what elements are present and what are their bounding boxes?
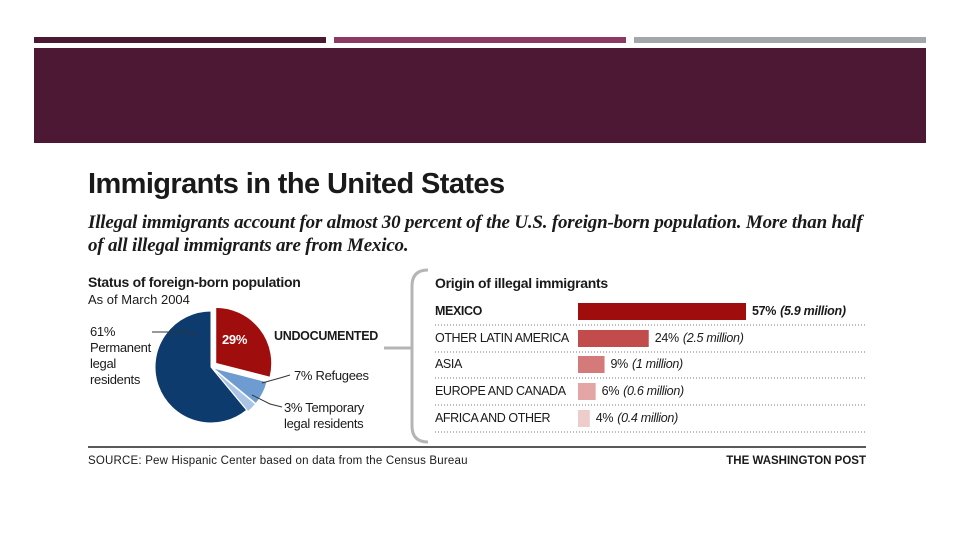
bar-value-label-europe-and-canada: 6% (0.6 million) bbox=[602, 384, 684, 398]
bar-other-latin-america bbox=[578, 330, 649, 347]
bar-pct-asia: 9% bbox=[610, 357, 629, 371]
temporary-text-2: legal residents bbox=[284, 416, 364, 431]
bar-africa-and-other bbox=[578, 410, 590, 427]
bar-millions-africa-and-other: (0.4 million) bbox=[617, 411, 678, 425]
top-bar-3 bbox=[634, 37, 926, 43]
leader-legal-residents bbox=[152, 331, 197, 337]
bar-category-europe-and-canada: EUROPE AND CANADA bbox=[435, 384, 566, 398]
bar-chart bbox=[435, 303, 866, 433]
bar-pct-africa-and-other: 4% bbox=[595, 411, 614, 425]
bar-value-label-other-latin-america: 24% (2.5 million) bbox=[655, 331, 744, 345]
chart-title: Immigrants in the United States bbox=[88, 168, 505, 200]
bar-category-other-latin-america: OTHER LATIN AMERICA bbox=[435, 331, 569, 345]
pie-slice-undocumented bbox=[215, 306, 273, 378]
pie-leader-lines bbox=[152, 331, 291, 408]
bar-value-label-mexico: 57% (5.9 million) bbox=[752, 304, 846, 318]
bar-mexico bbox=[578, 303, 746, 320]
legal-text-3: residents bbox=[90, 372, 141, 387]
leader-temporary bbox=[251, 394, 283, 408]
bar-millions-asia: (1 million) bbox=[631, 357, 683, 371]
temporary-label: 3% Temporary legal residents bbox=[284, 400, 364, 432]
top-bar-1 bbox=[34, 37, 326, 43]
temporary-text-1: 3% Temporary bbox=[284, 400, 364, 415]
bar-millions-europe-and-canada: (0.6 million) bbox=[623, 384, 684, 398]
panel-divider bbox=[410, 268, 429, 444]
legal-pct: 61% bbox=[90, 324, 116, 339]
leader-refugees bbox=[261, 374, 291, 384]
pie-slice-legal-residents bbox=[154, 310, 248, 424]
refugees-label: 7% Refugees bbox=[294, 368, 369, 383]
undocumented-pct-label: 29% bbox=[222, 332, 248, 347]
bar-asia bbox=[578, 356, 605, 373]
undocumented-label: UNDOCUMENTED bbox=[274, 329, 379, 343]
bar-millions-mexico: (5.9 million) bbox=[780, 304, 846, 318]
credit-line: THE WASHINGTON POST bbox=[726, 455, 866, 467]
bar-millions-other-latin-america: (2.5 million) bbox=[682, 331, 744, 345]
bar-pct-europe-and-canada: 6% bbox=[601, 384, 620, 398]
pie-slice-temporary bbox=[212, 368, 257, 413]
bar-category-mexico: MEXICO bbox=[435, 304, 482, 318]
bar-category-africa-and-other: AFRICA AND OTHER bbox=[435, 411, 551, 425]
pie-chart bbox=[154, 306, 273, 424]
bar-pct-other-latin-america: 24% bbox=[654, 331, 679, 345]
bar-europe-and-canada bbox=[578, 383, 596, 400]
title-banner bbox=[34, 48, 926, 143]
bar-pct-mexico: 57% bbox=[752, 304, 777, 318]
source-note: SOURCE: Pew Hispanic Center based on dat… bbox=[88, 455, 468, 467]
pie-subtitle: As of March 2004 bbox=[88, 292, 190, 307]
bar-value-label-africa-and-other: 4% (0.4 million) bbox=[596, 411, 678, 425]
legal-label: 61% Permanent legal residents bbox=[90, 324, 151, 388]
top-bar-2 bbox=[334, 37, 626, 43]
bar-value-label-asia: 9% (1 million) bbox=[610, 357, 684, 371]
bar-chart-title: Origin of illegal immigrants bbox=[435, 275, 608, 291]
legal-text-1: Permanent bbox=[90, 340, 151, 355]
legal-text-2: legal bbox=[90, 356, 116, 371]
bar-category-asia: ASIA bbox=[435, 357, 462, 371]
chart-subtitle: Illegal immigrants account for almost 30… bbox=[88, 212, 863, 256]
pie-title: Status of foreign-born population bbox=[88, 274, 301, 290]
